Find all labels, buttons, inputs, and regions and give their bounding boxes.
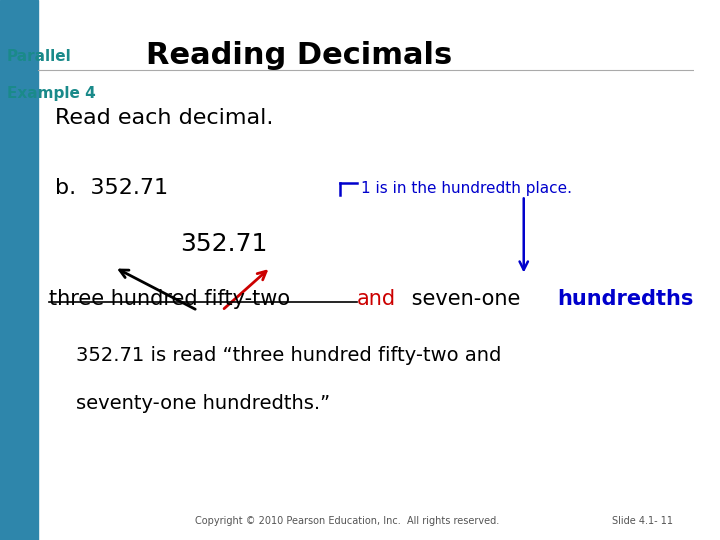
Text: seventy-one hundredths.”: seventy-one hundredths.”: [76, 394, 330, 413]
Text: and: and: [356, 289, 396, 309]
Text: b.  352.71: b. 352.71: [55, 178, 168, 198]
Text: Example 4: Example 4: [7, 86, 96, 102]
Text: 352.71: 352.71: [180, 232, 268, 256]
Text: seven-one: seven-one: [405, 289, 527, 309]
Text: Reading Decimals: Reading Decimals: [145, 40, 452, 70]
Text: Read each decimal.: Read each decimal.: [55, 108, 274, 128]
Text: 1 is in the hundredth place.: 1 is in the hundredth place.: [361, 181, 572, 196]
Text: hundredths: hundredths: [557, 289, 693, 309]
Bar: [0, 0, 38, 540]
Text: 352.71 is read “three hundred fifty-two and: 352.71 is read “three hundred fifty-two …: [76, 346, 502, 365]
Text: three hundred fifty-two: three hundred fifty-two: [48, 289, 297, 309]
Text: Parallel: Parallel: [7, 49, 72, 64]
Text: Copyright © 2010 Pearson Education, Inc.  All rights reserved.: Copyright © 2010 Pearson Education, Inc.…: [194, 516, 499, 526]
Text: Slide 4.1- 11: Slide 4.1- 11: [612, 516, 673, 526]
